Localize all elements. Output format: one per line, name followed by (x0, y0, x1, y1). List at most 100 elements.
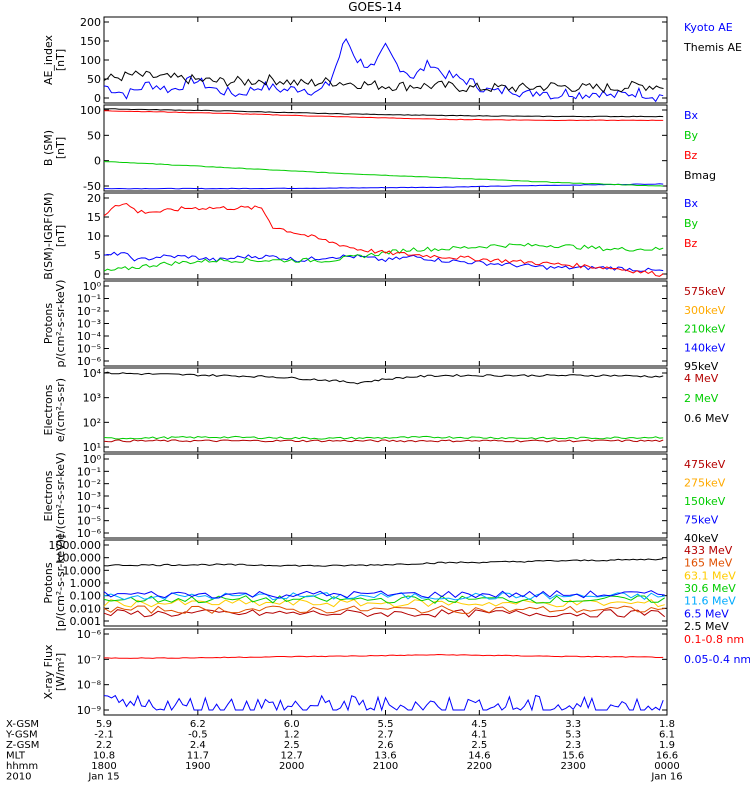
series-line-bx (103, 251, 664, 272)
y-tick-label: 20 (87, 192, 101, 205)
y-tick-label: -50 (83, 180, 101, 193)
legend-label: 40keV (684, 532, 719, 545)
y-tick-label: 10⁻² (77, 305, 101, 318)
y-tick-label: 1.000 (70, 577, 102, 590)
y-tick-label: 0.100 (70, 590, 102, 603)
y-tick-label: 10⁻⁴ (77, 330, 102, 343)
y-tick-label: 10⁻⁶ (77, 355, 102, 368)
legend-label: Bx (684, 197, 699, 210)
axis-value: 12.7 (281, 751, 303, 762)
y-axis-label: B(SM)-IGRF(SM) (42, 192, 55, 279)
y-tick-label: 0 (94, 155, 101, 168)
series-line-11-6-mev (103, 592, 665, 601)
axis-value: 1900 (185, 761, 210, 772)
y-axis-label: [nT] (54, 49, 67, 71)
axis-value: 14.6 (468, 751, 490, 762)
legend-label: 150keV (684, 495, 726, 508)
axis-value: 3.3 (565, 719, 581, 730)
y-tick-label: 50 (87, 129, 101, 142)
series-line-433-mev (103, 609, 666, 618)
y-axis-label: Protons (42, 562, 55, 603)
axis-value: 15.6 (562, 751, 584, 762)
legend-label: 2 MeV (684, 392, 719, 405)
axis-value: 2000 (279, 761, 304, 772)
series-line-themis-ae (103, 70, 664, 94)
legend-label: 475keV (684, 458, 726, 471)
y-tick-label: 10⁰ (83, 453, 102, 466)
legend-label: By (684, 129, 699, 142)
legend-label: 30.6 MeV (684, 582, 736, 595)
y-tick-label: 10⁻³ (77, 318, 101, 331)
series-line-bz (103, 202, 664, 277)
series-line-165-mev (103, 605, 665, 614)
axis-value: 5.5 (378, 719, 394, 730)
axis-value: -2.1 (94, 730, 114, 741)
y-tick-label: 150 (80, 35, 101, 48)
axis-row-label: X-GSM (6, 719, 39, 730)
y-tick-label: 0.010 (70, 602, 102, 615)
panel-frame (103, 539, 668, 627)
legend-label: 210keV (684, 323, 726, 336)
axis-value: -0.5 (188, 730, 208, 741)
axis-value: 6.1 (659, 730, 675, 741)
series-line-kyoto-ae (103, 38, 664, 103)
series-line-bx (104, 183, 664, 190)
y-tick-label: 10⁴ (83, 367, 102, 380)
series-line-6-5-mev (103, 590, 665, 599)
axis-row-label: 2010 (6, 772, 31, 783)
legend-label: 6.5 MeV (684, 607, 729, 620)
axis-row-label: Z-GSM (6, 740, 39, 751)
axis-value: 10.8 (93, 751, 115, 762)
legend-label: Themis AE (683, 41, 742, 54)
panel-7 (103, 539, 668, 627)
legend-label: 575keV (684, 285, 726, 298)
panel-8 (103, 628, 668, 716)
panel-3 (103, 192, 668, 280)
y-axis-label: e/(cm²-s-sr) (54, 378, 67, 442)
y-tick-label: 0.001 (70, 615, 102, 628)
axis-value: 2.5 (284, 740, 300, 751)
y-axis-label: Electrons (42, 384, 55, 435)
legend-label: 165 MeV (684, 557, 733, 570)
axis-row-label: hhmm (6, 761, 38, 772)
y-tick-label: 10⁻³ (77, 490, 101, 503)
axis-value: 5.9 (96, 719, 112, 730)
legend-label: Kyoto AE (684, 21, 733, 34)
y-axis-label: e/(cm²-s-sr-keV) (54, 452, 67, 540)
axis-value: 1.2 (284, 730, 300, 741)
legend-label: 433 MeV (684, 544, 733, 557)
axis-row-label: MLT (6, 751, 26, 762)
legend-label: Bx (684, 109, 699, 122)
series-line-2-mev (103, 435, 664, 440)
y-axis-label: [W/m²] (54, 653, 67, 691)
panel-frame (103, 367, 668, 453)
series-line-bmag (104, 108, 664, 118)
y-axis-label: X-ray Flux (42, 644, 55, 700)
legend-label: 275keV (684, 477, 726, 490)
axis-value: 4.5 (471, 719, 487, 730)
y-tick-label: 100.000 (56, 552, 102, 565)
y-tick-label: 200 (80, 16, 101, 29)
y-tick-label: 10² (83, 416, 101, 429)
legend-label: By (684, 217, 699, 230)
series-line-bz (104, 110, 664, 122)
legend-label: 75keV (684, 514, 719, 527)
y-tick-label: 10⁻⁴ (77, 502, 102, 515)
y-tick-label: 10.000 (63, 564, 102, 577)
y-tick-label: 1000.000 (49, 539, 102, 552)
series-line-0-6-mev (103, 371, 664, 385)
y-axis-label: p/(cm²-s-sr-keV) (54, 280, 67, 368)
panel-4 (103, 280, 668, 367)
legend-label: 2.5 MeV (684, 620, 729, 633)
legend-label: Bz (684, 237, 698, 250)
y-tick-label: 10⁻⁷ (77, 653, 101, 666)
axis-value: 2300 (560, 761, 585, 772)
series-line-30-6-mev (103, 595, 665, 604)
axis-value: 2.5 (471, 740, 487, 751)
y-axis-label: B (SM) (42, 130, 55, 166)
axis-value: 4.1 (471, 730, 487, 741)
legend-label: 95keV (684, 360, 719, 373)
panel-6 (103, 453, 668, 539)
y-axis-label: Electrons (42, 470, 55, 521)
